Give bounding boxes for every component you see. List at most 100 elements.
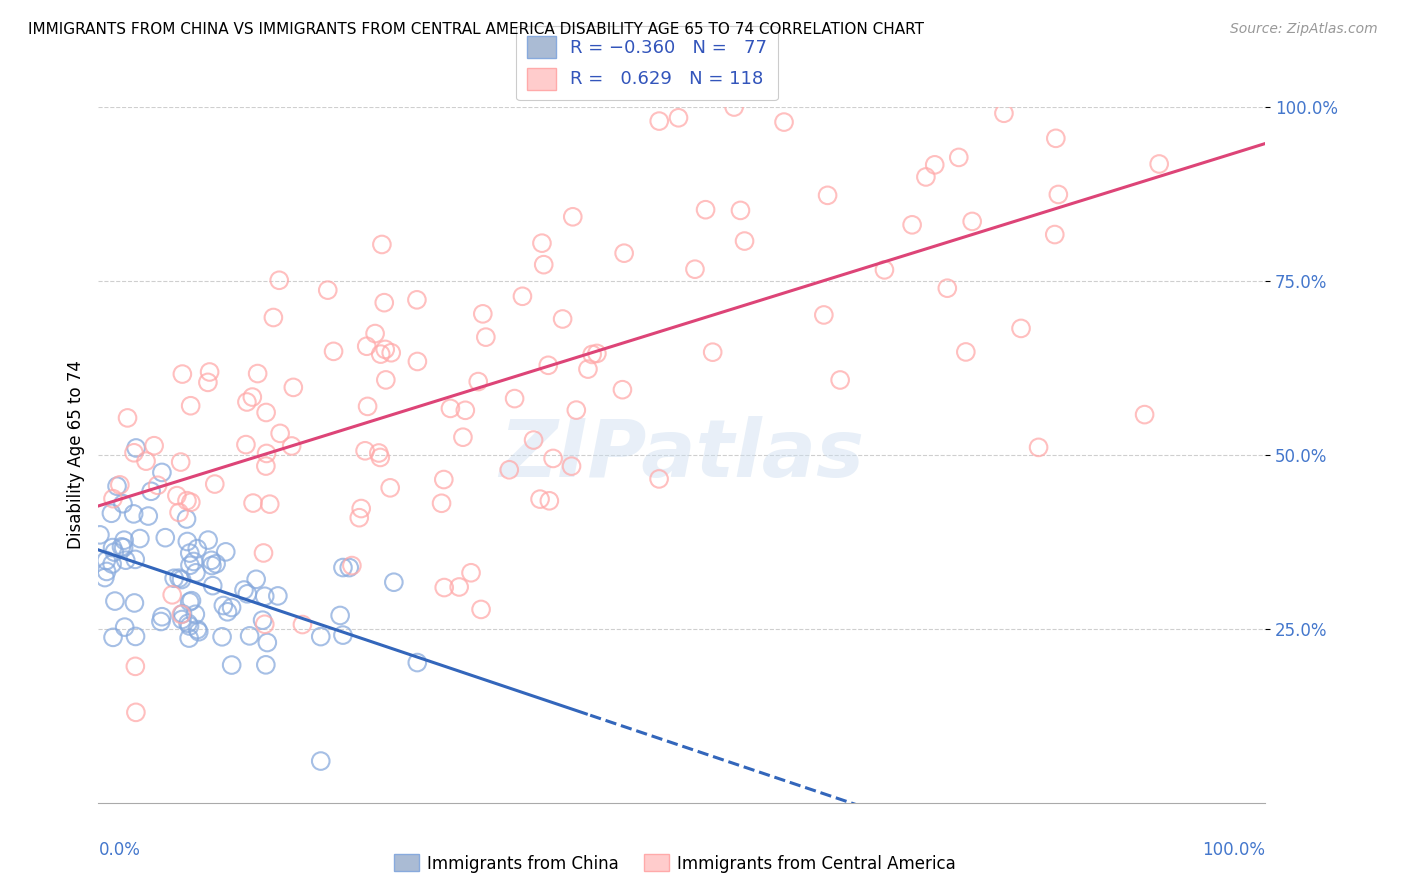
Point — [242, 496, 264, 510]
Point — [283, 380, 305, 394]
Point — [380, 481, 402, 495]
Point — [143, 439, 166, 453]
Point — [565, 403, 588, 417]
Point — [167, 571, 190, 585]
Point — [124, 552, 146, 566]
Point — [252, 546, 274, 560]
Point — [114, 553, 136, 567]
Text: Source: ZipAtlas.com: Source: ZipAtlas.com — [1230, 22, 1378, 37]
Point — [198, 365, 221, 379]
Point — [813, 308, 835, 322]
Point — [695, 202, 717, 217]
Point — [101, 541, 124, 555]
Point — [236, 395, 259, 409]
Point — [245, 572, 267, 586]
Point — [180, 495, 202, 509]
Point — [267, 589, 290, 603]
Point — [166, 489, 188, 503]
Point — [406, 293, 429, 307]
Point — [280, 439, 302, 453]
Point — [332, 628, 354, 642]
Point — [936, 281, 959, 295]
Point — [176, 534, 198, 549]
Point — [337, 560, 360, 574]
Point — [217, 605, 239, 619]
Point — [197, 533, 219, 547]
Point — [150, 466, 173, 480]
Point — [233, 582, 256, 597]
Point — [948, 150, 970, 164]
Point — [503, 392, 526, 406]
Point — [128, 532, 150, 546]
Point — [124, 659, 146, 673]
Point — [124, 629, 146, 643]
Point — [460, 566, 482, 580]
Point — [180, 399, 202, 413]
Point — [89, 528, 111, 542]
Point — [1047, 187, 1070, 202]
Point — [149, 615, 172, 629]
Point — [541, 451, 564, 466]
Point — [433, 581, 456, 595]
Point — [374, 343, 396, 357]
Point — [364, 326, 387, 341]
Point — [475, 330, 498, 344]
Point — [221, 600, 243, 615]
Point — [382, 575, 405, 590]
Point — [349, 510, 371, 524]
Point — [269, 426, 291, 441]
Point — [322, 344, 344, 359]
Point — [186, 541, 208, 556]
Point — [125, 706, 148, 720]
Point — [105, 479, 128, 493]
Point — [177, 616, 200, 631]
Point — [108, 478, 131, 492]
Point — [533, 258, 555, 272]
Point — [498, 463, 520, 477]
Point — [915, 169, 938, 184]
Point — [329, 608, 352, 623]
Point — [406, 656, 429, 670]
Point — [1028, 441, 1050, 455]
Point — [183, 554, 205, 568]
Point — [340, 558, 363, 573]
Point — [172, 607, 194, 621]
Point — [205, 557, 228, 571]
Point — [561, 459, 583, 474]
Text: 0.0%: 0.0% — [98, 841, 141, 859]
Point — [734, 234, 756, 248]
Point — [316, 283, 339, 297]
Point — [124, 596, 146, 610]
Point — [146, 478, 169, 492]
Point — [139, 484, 162, 499]
Point — [239, 629, 262, 643]
Point — [433, 473, 456, 487]
Point — [367, 446, 389, 460]
Point — [170, 455, 193, 469]
Point — [406, 354, 429, 368]
Point — [125, 441, 148, 455]
Point — [179, 558, 201, 573]
Point — [155, 531, 177, 545]
Point — [201, 579, 224, 593]
Point — [253, 617, 276, 632]
Point — [309, 630, 332, 644]
Point — [172, 367, 194, 381]
Text: IMMIGRANTS FROM CHINA VS IMMIGRANTS FROM CENTRAL AMERICA DISABILITY AGE 65 TO 74: IMMIGRANTS FROM CHINA VS IMMIGRANTS FROM… — [28, 22, 924, 37]
Point — [179, 631, 201, 645]
Point — [576, 362, 599, 376]
Point — [773, 115, 796, 129]
Point — [470, 602, 492, 616]
Point — [269, 273, 291, 287]
Point — [167, 505, 190, 519]
Point — [163, 571, 186, 585]
Point — [901, 218, 924, 232]
Point — [254, 405, 277, 419]
Point — [114, 620, 136, 634]
Point — [1147, 157, 1170, 171]
Point — [529, 492, 551, 507]
Point — [451, 430, 474, 444]
Point — [252, 613, 274, 627]
Point — [253, 589, 276, 603]
Point — [212, 599, 235, 613]
